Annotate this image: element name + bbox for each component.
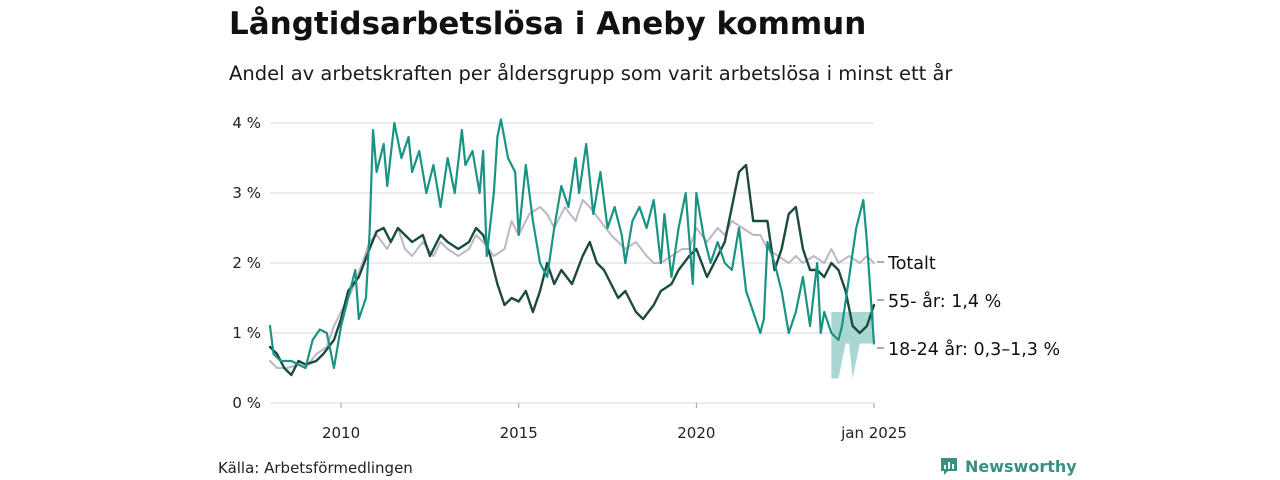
y-tick-label: 1 % (232, 324, 261, 342)
label-18-24: 18-24 år: 0,3–1,3 % (888, 339, 1060, 360)
newsworthy-logo-icon (941, 458, 957, 475)
x-tick-label: 2010 (322, 424, 360, 442)
x-tick-label: 2015 (500, 424, 538, 442)
label-totalt: Totalt (887, 254, 936, 274)
y-tick-label: 0 % (232, 394, 261, 412)
y-tick-label: 2 % (232, 254, 261, 272)
chart-title: Långtidsarbetslösa i Aneby kommun (229, 6, 867, 42)
x-tick-label: jan 2025 (840, 424, 907, 442)
chart-subtitle: Andel av arbetskraften per åldersgrupp s… (229, 62, 953, 85)
line-totalt (269, 199, 875, 369)
brand-name: Newsworthy (965, 456, 1077, 476)
series-lines (268, 118, 876, 377)
line-18-24 (268, 118, 876, 370)
source-note: Källa: Arbetsförmedlingen (218, 459, 413, 477)
line-55-plus (268, 163, 876, 377)
y-tick-label: 4 % (232, 114, 261, 132)
brand-logo[interactable]: Newsworthy (939, 456, 1077, 476)
gridlines (270, 122, 874, 404)
y-tick-label: 3 % (232, 184, 261, 202)
x-tick-label: 2020 (677, 424, 715, 442)
series-end-labels: Totalt 55- år: 1,4 % 18-24 år: 0,3–1,3 % (877, 254, 1060, 360)
x-axis: 2010 2015 2020 jan 2025 (322, 403, 907, 442)
y-axis: 0 % 1 % 2 % 3 % 4 % (232, 114, 261, 412)
label-55-plus: 55- år: 1,4 % (888, 291, 1001, 312)
